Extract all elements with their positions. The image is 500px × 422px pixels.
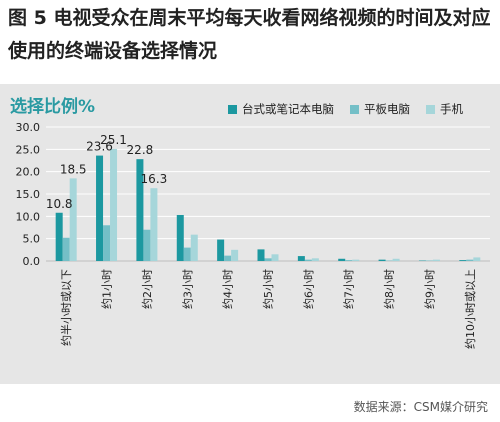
bar: [378, 259, 386, 261]
y-tick-label: 10.0: [16, 210, 41, 223]
legend-label-desktop: 台式或笔记本电脑: [242, 102, 334, 116]
figure-title: 图 5 电视受众在周末平均每天收看网络视频的时间及对应使用的终端设备选择情况: [8, 7, 491, 62]
x-tick-label: 约1小时: [101, 269, 114, 309]
bar: [466, 259, 474, 261]
bar: [271, 254, 279, 261]
bar: [96, 155, 104, 261]
x-tick-label: 约2小时: [141, 269, 154, 309]
bar: [432, 259, 440, 261]
x-tick-label: 约5小时: [262, 269, 275, 309]
data-label: 23.6: [86, 140, 113, 154]
bar: [183, 247, 191, 261]
bar: [257, 249, 265, 261]
y-tick-label: 30.0: [16, 121, 41, 134]
legend-item-tablet: 平板电脑: [350, 101, 410, 117]
x-tick-label: 约7小时: [343, 269, 356, 309]
bar: [190, 234, 198, 261]
bar: [55, 212, 63, 261]
bar: [459, 260, 467, 261]
bar: [352, 259, 360, 261]
y-tick-label: 20.0: [16, 166, 41, 179]
legend: 台式或笔记本电脑 平板电脑 手机: [228, 101, 463, 117]
bar: [473, 257, 481, 261]
data-label: 16.3: [141, 172, 168, 186]
bar: [297, 256, 305, 261]
bar: [62, 237, 70, 261]
legend-item-phone: 手机: [426, 101, 463, 117]
x-tick-label: 约半小时或以下: [59, 269, 73, 346]
legend-swatch-phone: [426, 104, 435, 114]
bar: [110, 148, 118, 261]
x-tick-label: 约10小时或以上: [464, 269, 477, 349]
y-tick-label: 25.0: [16, 143, 41, 156]
bar: [264, 258, 272, 261]
y-tick-label: 15.0: [16, 188, 41, 201]
y-tick-label: 5.0: [23, 233, 41, 246]
data-label: 10.8: [46, 197, 73, 211]
data-label: 22.8: [127, 143, 154, 157]
legend-label-tablet: 平板电脑: [364, 102, 410, 116]
bar: [345, 260, 353, 261]
bar: [176, 214, 184, 261]
bar: [69, 178, 77, 261]
bar: [231, 249, 239, 261]
bar: [392, 258, 400, 261]
bar: [150, 188, 158, 261]
x-tick-label: 约8小时: [383, 269, 396, 309]
bar: [103, 225, 111, 261]
legend-item-desktop: 台式或笔记本电脑: [228, 101, 334, 117]
legend-swatch-tablet: [350, 104, 359, 114]
bar-chart: 0.0 5.0 10.0 15.0 20.0 25.0 30.0 约半小时或以下 约1小时 约2小…: [16, 121, 490, 349]
bar: [304, 259, 312, 261]
x-tick-label: 约4小时: [222, 269, 235, 309]
legend-label-phone: 手机: [440, 102, 463, 116]
legend-swatch-desktop: [228, 104, 237, 114]
data-label: 25.1: [100, 133, 127, 147]
bar: [217, 239, 225, 261]
bar: [311, 258, 319, 261]
x-tick-label: 约9小时: [423, 269, 436, 309]
bar: [224, 255, 232, 261]
bar: [143, 229, 151, 261]
x-tick-label: 约6小时: [302, 269, 315, 309]
bar: [338, 258, 346, 261]
bar: [136, 159, 144, 261]
data-source-note: 数据来源：CSM媒介研究: [353, 400, 488, 414]
chart-title: 选择比例%: [10, 97, 96, 117]
y-tick-label: 0.0: [23, 255, 41, 268]
x-tick-label: 约3小时: [181, 269, 194, 309]
data-label: 18.5: [60, 162, 87, 176]
chart-panel: 选择比例% 台式或笔记本电脑 平板电脑 手机 0.0 5.0 10.0 15.0 20.…: [0, 84, 500, 384]
